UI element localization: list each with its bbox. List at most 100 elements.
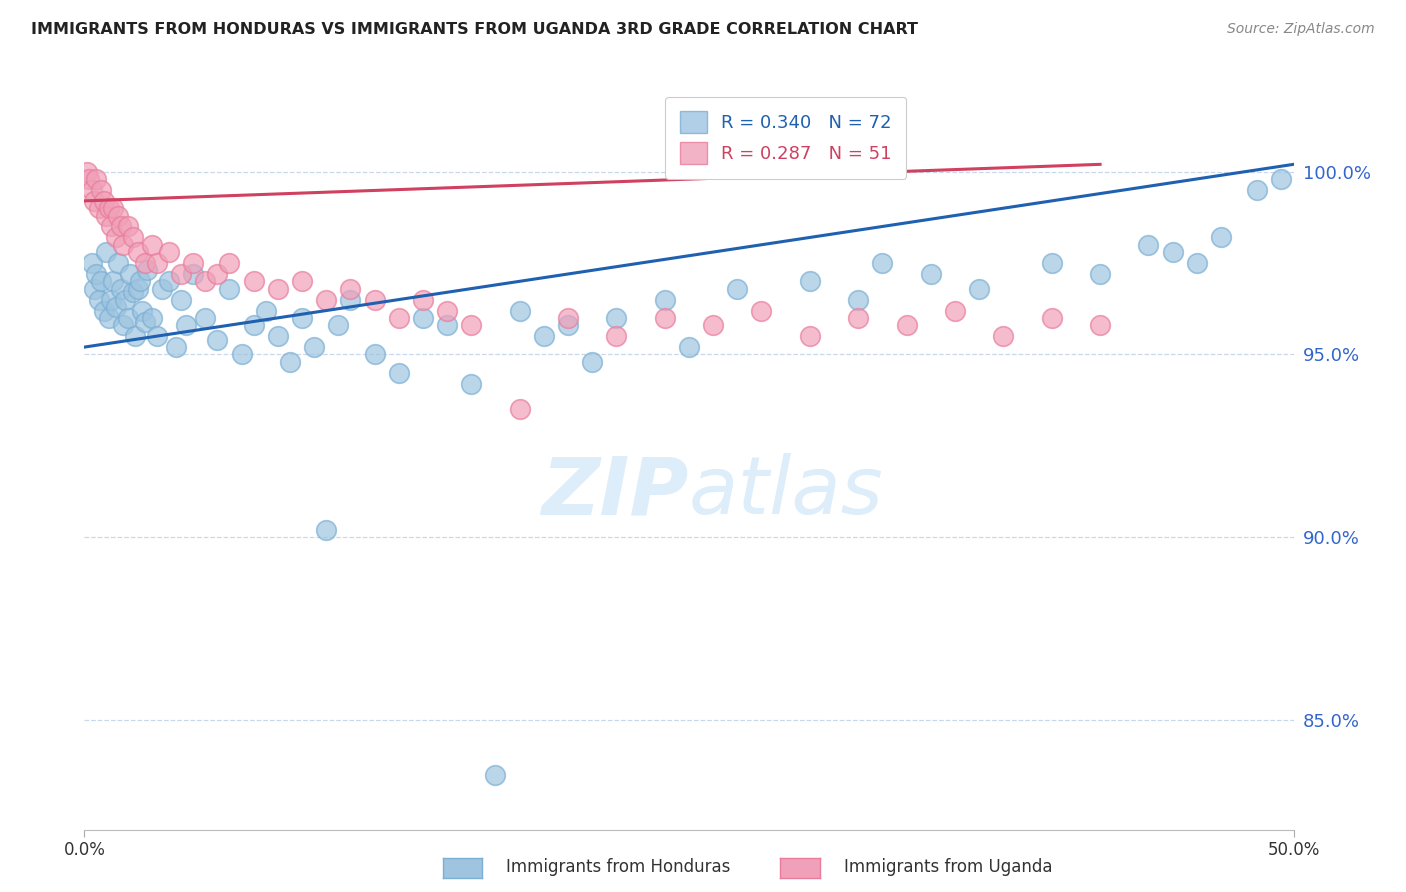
Point [846,310,869,325]
Text: Immigrants from Honduras: Immigrants from Honduras [506,858,731,876]
Point [103,201,125,215]
Point [242,318,264,333]
Point [141,237,163,252]
Point [231,347,253,361]
Point [127,282,149,296]
Point [654,293,676,307]
Point [218,282,240,296]
Point [412,310,434,325]
Point [557,310,579,325]
Point [1161,245,1184,260]
Point [127,245,149,260]
Point [97,310,120,325]
Point [1137,237,1160,252]
Point [114,293,136,307]
Point [117,310,139,325]
Point [86,267,108,281]
Point [702,318,724,333]
Point [134,314,156,328]
Point [267,329,290,343]
Point [605,329,627,343]
Point [83,194,105,208]
Point [94,209,117,223]
Point [339,293,361,307]
Point [94,245,117,260]
Point [1088,318,1111,333]
Point [509,402,531,417]
Point [107,256,129,270]
Point [725,282,748,296]
Point [207,333,229,347]
Point [896,318,918,333]
Point [165,340,187,354]
Point [146,329,169,343]
Point [920,267,942,281]
Point [112,318,135,333]
Point [112,237,135,252]
Point [170,267,193,281]
Point [388,366,411,380]
Point [131,303,153,318]
Point [605,310,627,325]
Point [100,293,122,307]
Point [157,245,180,260]
Point [104,300,127,314]
Point [1040,256,1063,270]
Point [104,230,127,244]
Point [141,310,163,325]
Point [124,329,146,343]
Point [121,285,143,300]
Point [103,274,125,288]
Point [315,293,337,307]
Text: Immigrants from Uganda: Immigrants from Uganda [844,858,1052,876]
Point [129,274,152,288]
Point [120,267,142,281]
Point [1209,230,1232,244]
Point [436,303,458,318]
Point [291,310,314,325]
Point [110,219,132,234]
Legend: R = 0.340   N = 72, R = 0.287   N = 51: R = 0.340 N = 72, R = 0.287 N = 51 [665,97,905,178]
Point [100,219,122,234]
Point [1185,256,1208,270]
Point [460,376,482,391]
Point [302,340,325,354]
Point [267,282,290,296]
Point [278,355,301,369]
Point [460,318,482,333]
Point [90,183,112,197]
Point [194,310,217,325]
Point [218,256,240,270]
Point [1246,183,1268,197]
Point [157,274,180,288]
Point [93,194,115,208]
Point [654,310,676,325]
Point [328,318,350,333]
Point [339,282,361,296]
Point [83,282,105,296]
Point [181,267,204,281]
Point [943,303,966,318]
Point [678,340,700,354]
Point [146,256,169,270]
Point [254,303,277,318]
Point [967,282,990,296]
Point [751,303,773,318]
Point [207,267,229,281]
Point [484,768,506,782]
Point [581,355,603,369]
Point [846,293,869,307]
Point [799,329,821,343]
Point [80,256,103,270]
Text: ZIP: ZIP [541,453,689,532]
Point [134,256,156,270]
Point [993,329,1015,343]
Point [557,318,579,333]
Point [388,310,411,325]
Point [87,293,110,307]
Point [291,274,314,288]
Point [872,256,894,270]
Point [150,282,173,296]
Point [86,172,108,186]
Point [80,183,103,197]
